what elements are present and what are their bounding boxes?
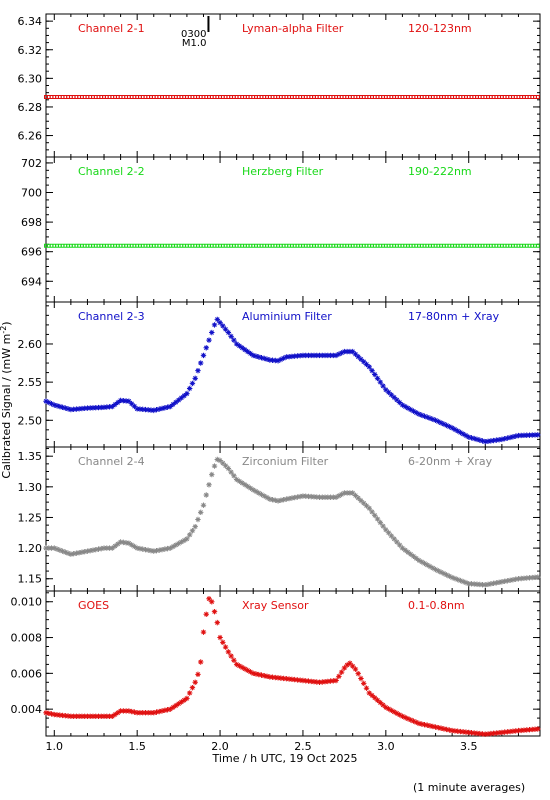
y-tick-label: 1.30 <box>18 481 43 494</box>
averaging-note: (1 minute averages) <box>413 781 526 794</box>
x-tick-label: 2.0 <box>211 740 229 753</box>
y-tick-label: 6.30 <box>18 72 43 85</box>
y-tick-label: 698 <box>21 216 42 229</box>
flare-class-label: M1.0 <box>182 38 207 49</box>
data-series <box>43 456 541 588</box>
x-axis-title: Time / h UTC, 19 Oct 2025 <box>212 752 358 765</box>
data-points <box>43 456 541 588</box>
time-marker-label: 0300 <box>181 29 206 40</box>
y-tick-label: 0.006 <box>11 667 43 680</box>
data-points <box>43 316 541 445</box>
panel-frame <box>45 13 541 158</box>
panel-4: 1.15 1.20 1.25 1.30 1.35 Channel 2-4 Zirconium… <box>18 446 541 592</box>
y-tick-label: 696 <box>21 246 42 259</box>
panel-band-label: 190-222nm <box>408 165 472 178</box>
x-tick-label: 2.5 <box>294 740 312 753</box>
y-tick-label: 6.28 <box>18 101 43 114</box>
data-series <box>43 316 541 445</box>
panel-channel-label: Channel 2-2 <box>78 165 145 178</box>
panel-channel-label: Channel 2-3 <box>78 310 145 323</box>
panel-1: 6.26 6.28 6.30 6.32 6.34 Channel 2-1 Lyman-alp… <box>18 13 541 158</box>
panel-band-label: 17-80nm + Xray <box>408 310 500 323</box>
chart-panels: 6.26 6.28 6.30 6.32 6.34 Channel 2-1 Lyman-alp… <box>11 13 541 737</box>
y-tick-label: 6.34 <box>18 15 43 28</box>
panel-frame <box>45 590 541 737</box>
y-tick-label: 0.004 <box>11 703 43 716</box>
panel-frame <box>45 156 541 303</box>
panel-channel-label: Channel 2-1 <box>78 22 145 35</box>
panel-frame <box>45 446 541 592</box>
panel-band-label: 120-123nm <box>408 22 472 35</box>
panel-filter-label: Aluminium Filter <box>242 310 332 323</box>
panel-channel-label: Channel 2-4 <box>78 455 145 468</box>
panel-5: 0.004 0.006 0.008 0.010 GOES Xray Sensor 0.1-0… <box>11 590 541 737</box>
panel-filter-label: Zirconium Filter <box>242 455 329 468</box>
x-tick-label: 3.5 <box>460 740 478 753</box>
y-tick-label: 1.35 <box>18 450 43 463</box>
x-tick-label: 1.5 <box>128 740 146 753</box>
y-tick-label: 0.008 <box>11 632 43 645</box>
y-tick-label: 1.25 <box>18 511 43 524</box>
y-tick-label: 2.60 <box>18 338 43 351</box>
y-tick-label: 1.15 <box>18 573 43 586</box>
panel-channel-label: GOES <box>78 599 109 612</box>
panel-3: 2.50 2.55 2.60 Channel 2-3 Aluminium Filter 1… <box>18 301 541 448</box>
y-tick-label: 702 <box>21 157 42 170</box>
y-tick-label: 0.010 <box>11 596 43 609</box>
y-tick-label: 6.26 <box>18 130 43 143</box>
data-points <box>43 596 541 737</box>
data-series <box>43 596 541 737</box>
x-axis: 1.0 1.5 2.0 2.5 3.0 3.5 <box>46 740 478 753</box>
panel-filter-label: Herzberg Filter <box>242 165 324 178</box>
data-series <box>44 94 540 99</box>
panel-frame <box>45 301 541 448</box>
y-tick-label: 694 <box>21 275 42 288</box>
panel-band-label: 6-20nm + Xray <box>408 455 493 468</box>
x-tick-label: 1.0 <box>46 740 64 753</box>
data-points <box>44 94 540 99</box>
y-tick-label: 700 <box>21 187 42 200</box>
time-marker: 0300 M1.0 <box>181 16 210 49</box>
y-tick-label: 6.32 <box>18 44 43 57</box>
data-series <box>44 243 540 248</box>
y-tick-label: 2.55 <box>18 376 43 389</box>
y-tick-label: 2.50 <box>18 414 43 427</box>
y-axis-title: Calibrated Signal / (mW m-2) <box>0 321 13 478</box>
y-tick-label: 1.20 <box>18 542 43 555</box>
data-points <box>44 243 540 248</box>
panel-band-label: 0.1-0.8nm <box>408 599 465 612</box>
x-tick-label: 3.0 <box>377 740 395 753</box>
panel-filter-label: Xray Sensor <box>242 599 309 612</box>
panel-filter-label: Lyman-alpha Filter <box>242 22 344 35</box>
panel-2: 694 696 698 700 702 Channel 2-2 Herzberg Filte… <box>21 156 541 303</box>
